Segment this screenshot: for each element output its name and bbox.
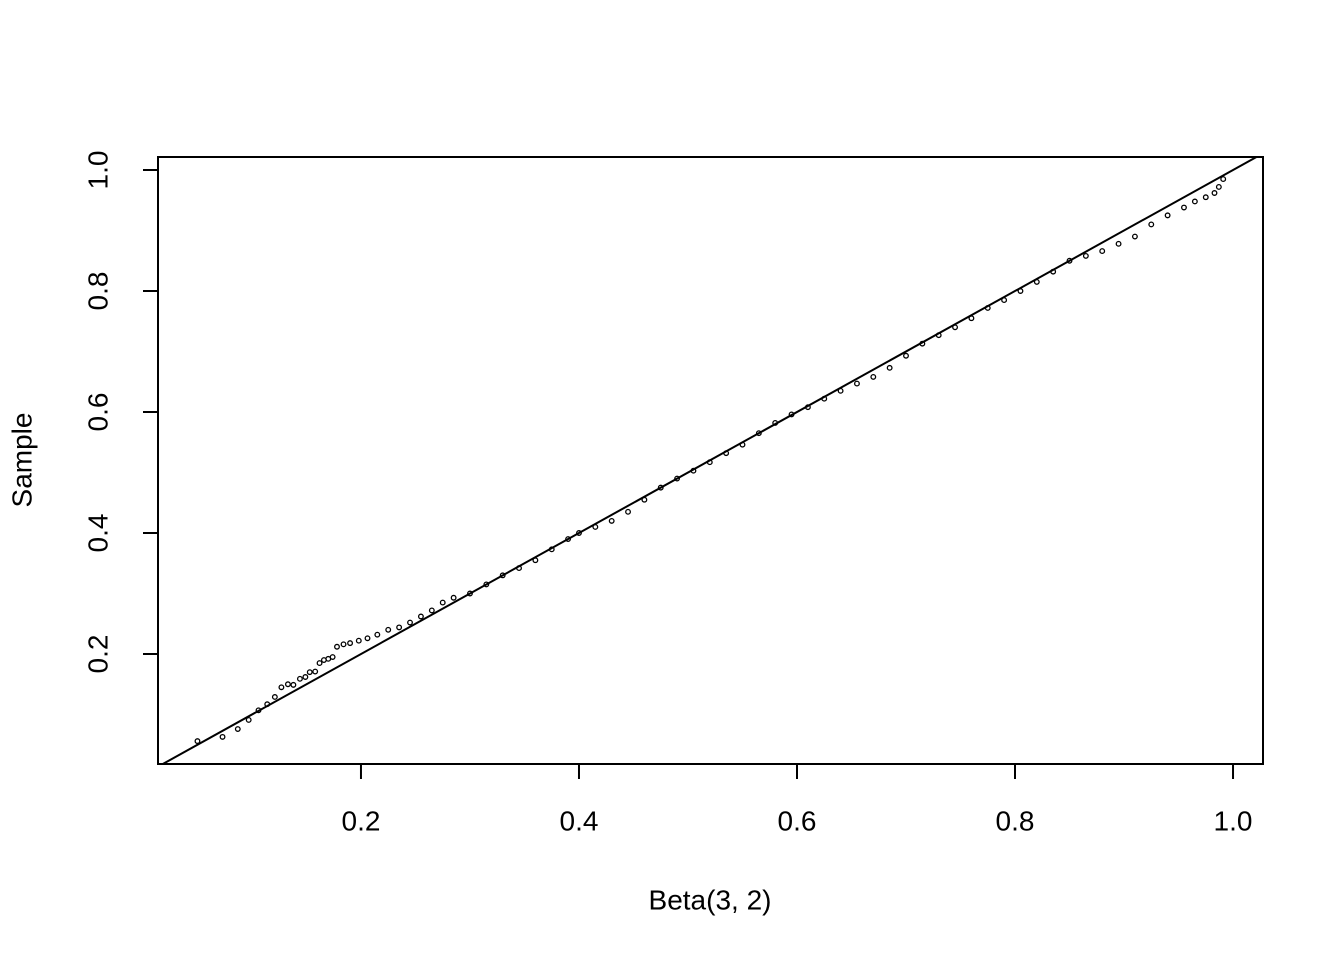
- point: [919, 340, 926, 347]
- y-tick-label: 1.0: [82, 151, 113, 190]
- point: [1215, 183, 1222, 190]
- point: [340, 641, 347, 648]
- y-tick-label: 0.6: [82, 393, 113, 432]
- x-tick-label: 0.4: [560, 805, 599, 836]
- point: [467, 590, 473, 597]
- point: [690, 467, 697, 474]
- point: [532, 557, 539, 564]
- point: [1164, 212, 1171, 219]
- point: [1017, 288, 1024, 294]
- point: [483, 581, 490, 588]
- point: [255, 707, 262, 714]
- point: [821, 395, 828, 402]
- point: [374, 631, 381, 638]
- point: [886, 364, 893, 371]
- point: [788, 411, 795, 418]
- x-tick-label: 0.2: [342, 805, 381, 836]
- point: [1220, 176, 1227, 183]
- point: [234, 726, 241, 732]
- point: [334, 643, 340, 650]
- x-tick-label: 0.8: [996, 805, 1035, 836]
- point: [576, 530, 582, 536]
- point: [1115, 240, 1122, 247]
- point: [355, 637, 362, 644]
- y-axis-title: Sample: [6, 413, 37, 508]
- point: [316, 660, 323, 667]
- point: [1066, 257, 1073, 264]
- point: [837, 387, 844, 394]
- point: [417, 613, 424, 620]
- point: [284, 681, 291, 688]
- y-tick-label: 0.2: [82, 635, 113, 674]
- point: [772, 419, 779, 426]
- point: [264, 701, 271, 708]
- point: [1033, 278, 1040, 285]
- point: [1181, 204, 1187, 211]
- point: [804, 404, 811, 411]
- point: [302, 674, 309, 680]
- point: [984, 304, 991, 311]
- point: [347, 640, 354, 647]
- point: [706, 459, 713, 466]
- point: [739, 441, 746, 448]
- point: [1211, 190, 1218, 196]
- point: [290, 681, 297, 688]
- point: [428, 607, 435, 614]
- point: [312, 668, 319, 675]
- point: [296, 675, 303, 682]
- plot-frame: [157, 156, 1264, 765]
- point: [306, 669, 313, 676]
- point: [854, 380, 860, 387]
- point: [407, 619, 413, 626]
- point: [592, 524, 599, 530]
- point: [723, 450, 730, 457]
- point: [516, 565, 522, 572]
- point: [499, 572, 506, 579]
- point: [1131, 233, 1138, 240]
- point: [364, 635, 371, 642]
- point: [1050, 268, 1057, 275]
- point: [935, 332, 942, 339]
- x-tick-label: 1.0: [1214, 805, 1253, 836]
- y-tick-label: 0.8: [82, 272, 113, 311]
- point: [396, 624, 403, 631]
- point: [1191, 198, 1198, 205]
- point: [219, 733, 226, 740]
- point: [1202, 194, 1209, 201]
- point: [641, 496, 648, 503]
- point: [565, 536, 572, 543]
- point: [245, 717, 252, 723]
- x-tick-label: 0.6: [778, 805, 817, 836]
- point: [870, 373, 877, 380]
- y-tick-label: 0.4: [82, 514, 113, 553]
- point: [952, 324, 959, 331]
- point: [625, 508, 631, 515]
- point: [271, 694, 278, 700]
- point: [548, 546, 555, 553]
- point: [968, 315, 975, 322]
- point: [385, 626, 392, 633]
- point: [903, 352, 909, 359]
- point: [278, 684, 285, 691]
- point: [1148, 221, 1155, 228]
- point: [1001, 297, 1008, 304]
- point: [1099, 248, 1106, 255]
- point: [439, 599, 446, 606]
- point: [194, 738, 201, 745]
- point: [1082, 252, 1089, 259]
- x-axis-title: Beta(3, 2): [649, 884, 772, 915]
- point: [674, 475, 681, 482]
- point: [450, 594, 457, 601]
- point: [657, 484, 664, 491]
- point: [608, 517, 615, 524]
- point: [755, 430, 762, 437]
- point: [329, 654, 336, 660]
